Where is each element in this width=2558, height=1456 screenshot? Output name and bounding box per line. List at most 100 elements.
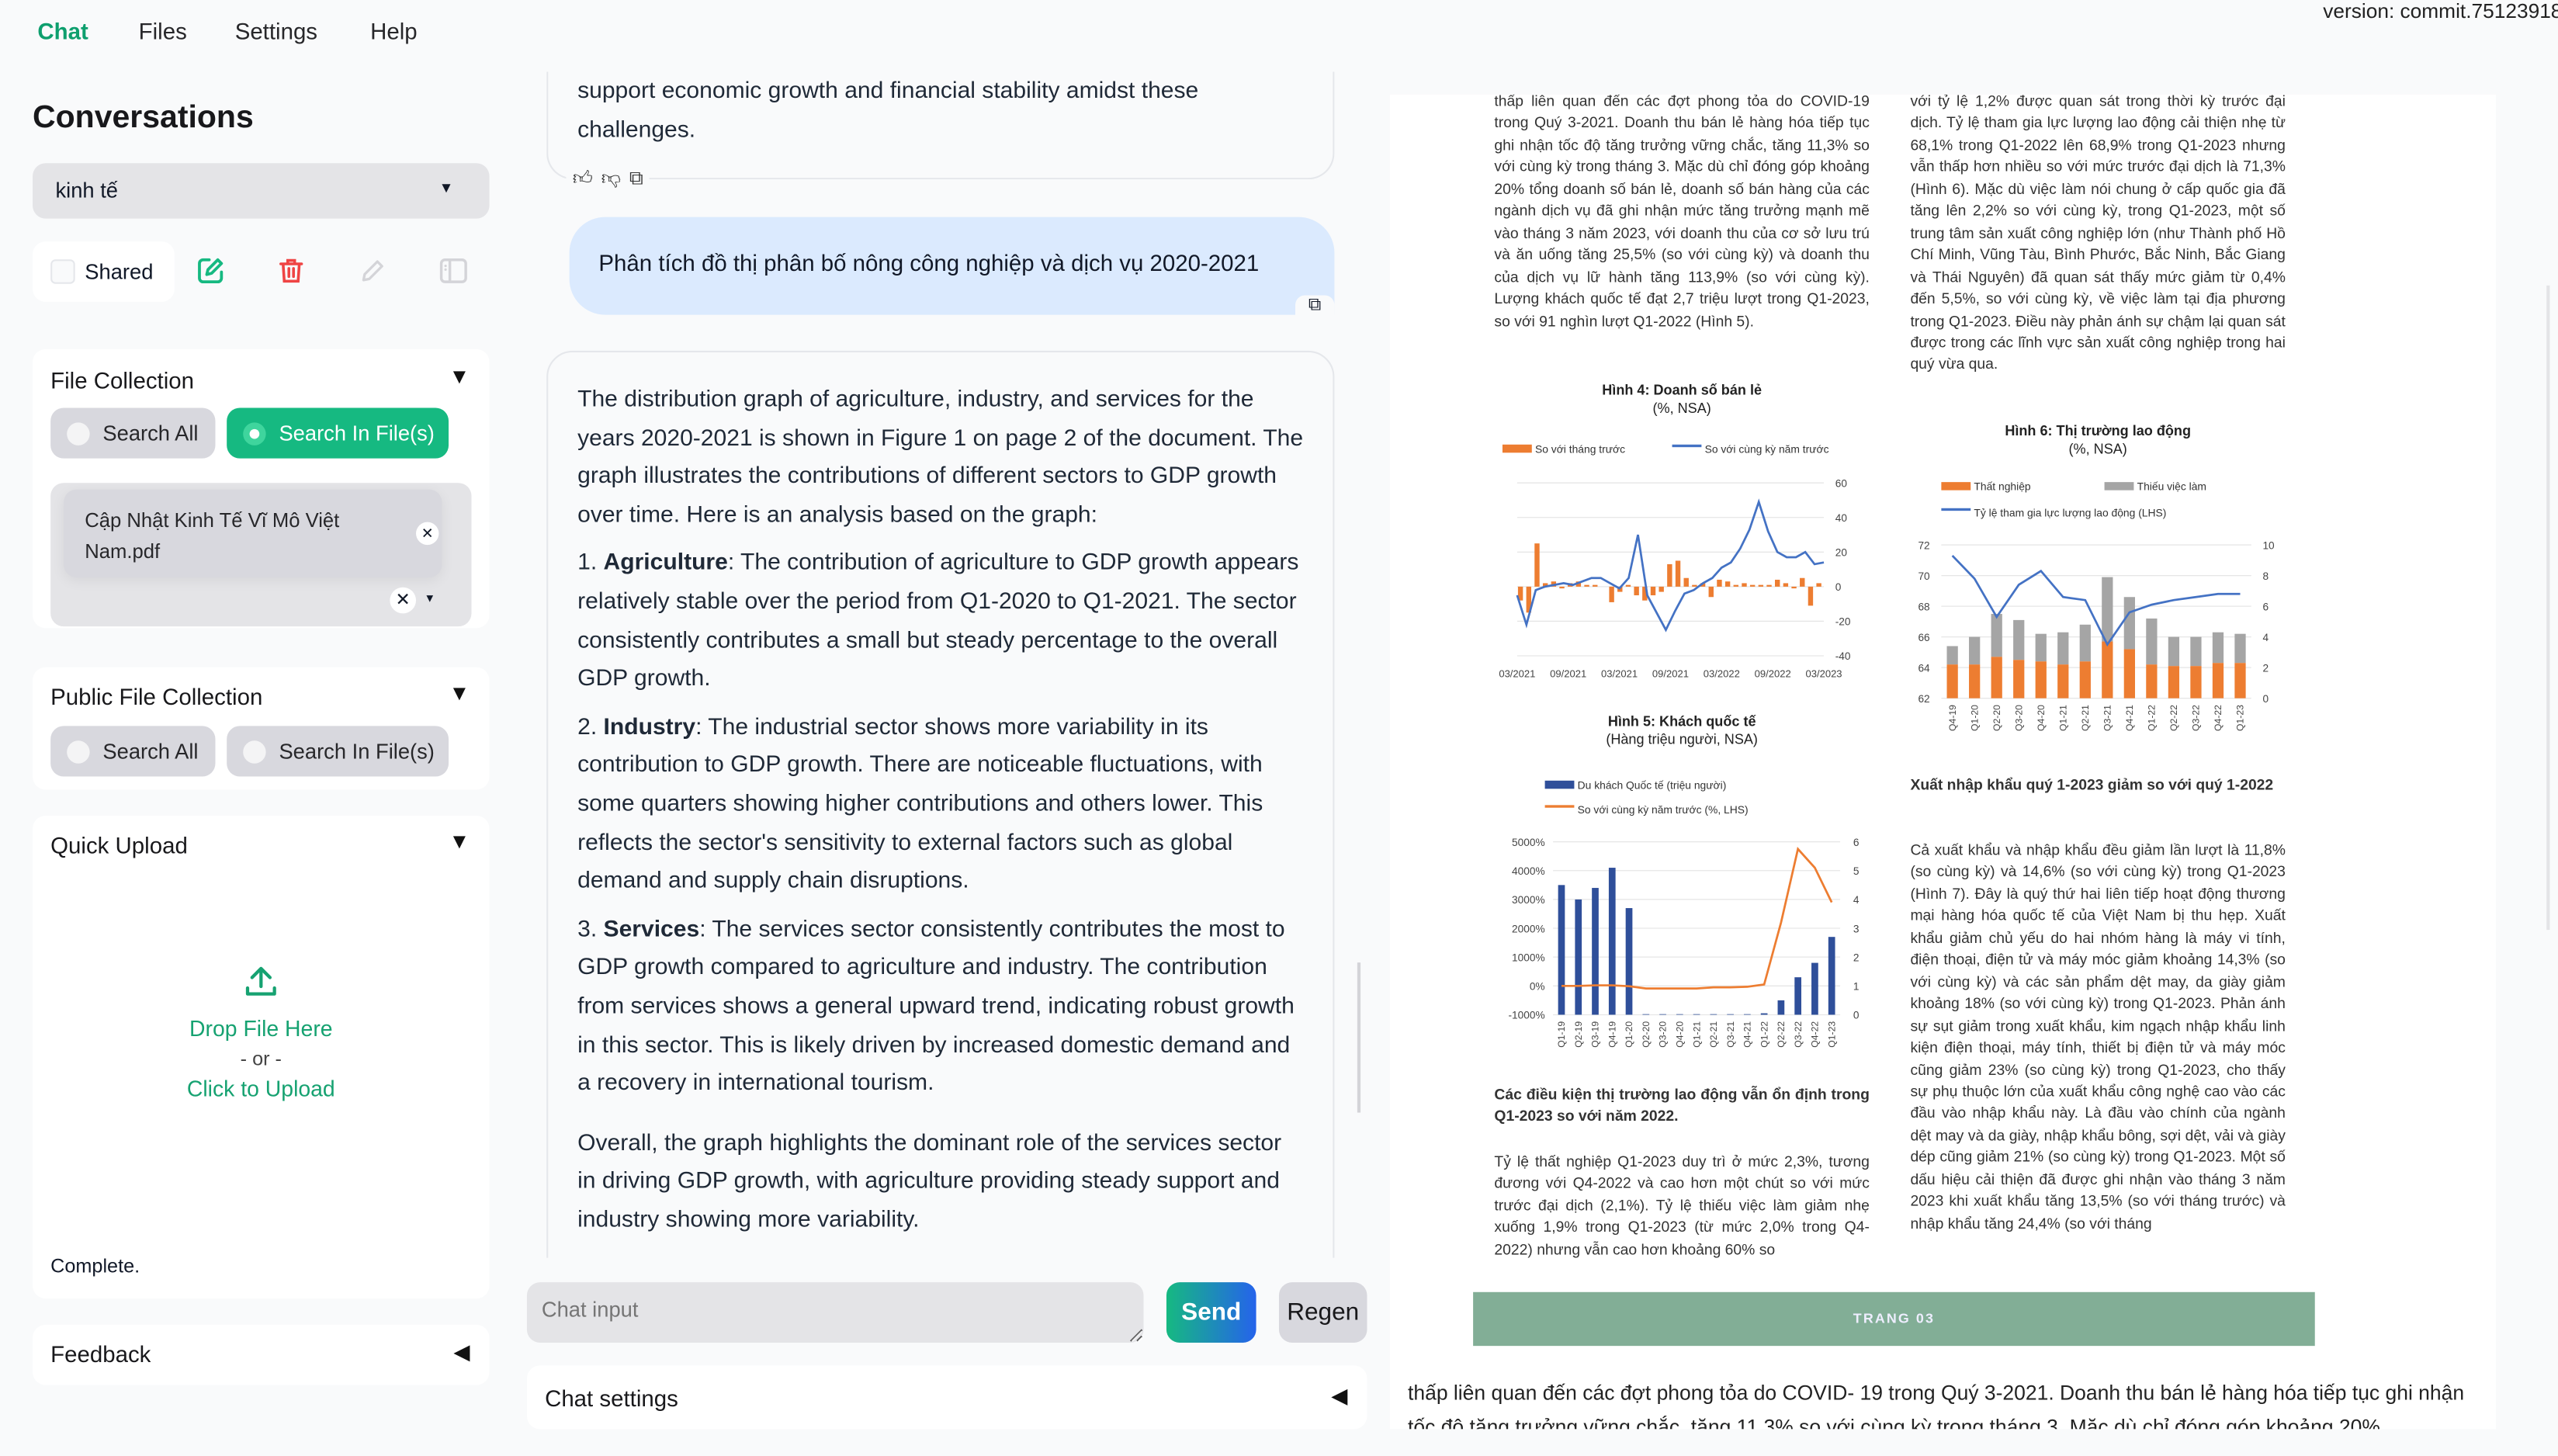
- collapse-triangle-icon[interactable]: ▼: [449, 363, 470, 389]
- send-button[interactable]: Send: [1166, 1282, 1256, 1343]
- conversation-select[interactable]: kinh tế ▼: [33, 163, 490, 219]
- click-to-upload-link[interactable]: Click to Upload: [186, 1076, 335, 1101]
- file-collection-panel: File Collection ▼ Search All Search In F…: [33, 348, 490, 629]
- bar: [1609, 586, 1614, 602]
- bot-point-services: 3. Services: The services sector consist…: [577, 911, 1303, 1104]
- message-text: challenges.: [577, 116, 696, 144]
- sidebar-toggle-icon[interactable]: [438, 256, 468, 286]
- tab-files[interactable]: Files: [138, 18, 187, 44]
- bar: [1800, 577, 1805, 587]
- copy-icon[interactable]: ⧉: [1295, 295, 1335, 325]
- bar-unemployment: [2079, 661, 2091, 699]
- chat-scrollbar[interactable]: [1357, 962, 1361, 1113]
- legend-label: So với tháng trước: [1535, 442, 1625, 455]
- bar: [1700, 583, 1706, 587]
- page-scrollbar[interactable]: [2546, 285, 2550, 931]
- bot-point-industry: 2. Industry: The industrial sector shows…: [577, 709, 1303, 902]
- bar: [1659, 1014, 1666, 1015]
- thumbs-up-icon[interactable]: 👍︎: [572, 166, 594, 189]
- bar-underemployment: [1969, 636, 1981, 665]
- page-footer: TRANG 03: [1473, 1291, 2315, 1347]
- public-file-collection-title: Public File Collection: [50, 683, 263, 710]
- axis-tick-label: Q1-21: [1691, 1021, 1702, 1048]
- public-file-collection-panel: Public File Collection ▼ Search All Sear…: [33, 667, 490, 790]
- series-line: [1561, 847, 1833, 990]
- or-text: - or -: [240, 1047, 282, 1070]
- document-viewer[interactable]: thấp liên quan đến các đợt phong tỏa do …: [1389, 94, 2497, 1430]
- bar: [1828, 937, 1835, 1015]
- axis-tick-label: 0%: [1530, 981, 1545, 993]
- collapse-triangle-icon[interactable]: ▼: [449, 828, 470, 854]
- legend-label: So với cùng kỳ năm trước (%, LHS): [1578, 803, 1749, 816]
- trash-icon[interactable]: [277, 256, 305, 286]
- copy-icon[interactable]: ⧉: [629, 166, 643, 189]
- chat-history[interactable]: support economic growth and financial st…: [527, 71, 1367, 1258]
- bar: [1727, 1014, 1734, 1015]
- message-text: support economic growth and financial st…: [577, 78, 1199, 105]
- figure-title: Hình 5: Khách quốc tế: [1607, 712, 1756, 730]
- axis-tick-label: 10: [2262, 539, 2275, 551]
- feedback-panel[interactable]: Feedback ◀: [33, 1324, 490, 1385]
- shared-checkbox[interactable]: [50, 259, 75, 284]
- axis-tick-label: 20: [1835, 547, 1848, 559]
- point-text: : The contribution of agriculture to GDP…: [577, 550, 1299, 692]
- axis-tick-label: 64: [1918, 662, 1930, 674]
- dropdown-arrow-icon[interactable]: ▼: [424, 594, 436, 605]
- file-multiselect[interactable]: Cập Nhật Kinh Tế Vĩ Mô Việt Nam.pdf ✕ ✕ …: [50, 483, 472, 627]
- axis-tick-label: 72: [1918, 539, 1929, 551]
- tab-settings[interactable]: Settings: [234, 18, 318, 44]
- figure-subtitle: (%, NSA): [2068, 440, 2127, 457]
- rename-pencil-icon[interactable]: [359, 256, 386, 286]
- bar: [1683, 577, 1689, 587]
- axis-tick-label: 6: [1853, 837, 1860, 848]
- shared-toggle[interactable]: Shared: [33, 241, 175, 302]
- bar: [1744, 1014, 1751, 1015]
- bar: [1625, 908, 1633, 1015]
- file-collection-title: File Collection: [50, 366, 195, 393]
- bar: [1593, 584, 1598, 587]
- regen-button[interactable]: Regen: [1278, 1282, 1367, 1343]
- new-conversation-icon[interactable]: [196, 256, 225, 286]
- legend-label: Tỷ lệ tham gia lực lượng lao động (LHS): [1974, 506, 2166, 518]
- point-text: : The industrial sector shows more varia…: [577, 714, 1263, 895]
- search-all-radio[interactable]: Search All: [50, 407, 216, 459]
- axis-tick-label: Q3-22: [2191, 705, 2202, 731]
- bar: [1592, 888, 1599, 1015]
- bar-unemployment: [2123, 649, 2135, 699]
- expand-triangle-icon[interactable]: ◀: [453, 1339, 470, 1364]
- point-number: 3.: [577, 916, 604, 943]
- upload-dropzone[interactable]: Drop File Here - or - Click to Upload: [33, 962, 490, 1142]
- axis-tick-label: 4000%: [1512, 865, 1545, 877]
- file-chip: Cập Nhật Kinh Tế Vĩ Mô Việt Nam.pdf ✕: [63, 489, 442, 578]
- figure-subtitle: (Hàng triệu người, NSA): [1606, 730, 1758, 747]
- version-label: version: commit.75123918: [2323, 0, 2558, 23]
- bar: [1811, 962, 1818, 1015]
- axis-tick-label: -1000%: [1509, 1010, 1545, 1021]
- chat-settings-panel[interactable]: Chat settings ◀: [526, 1365, 1367, 1430]
- chat-input[interactable]: [526, 1282, 1144, 1343]
- axis-tick-label: 2: [2262, 662, 2269, 674]
- bar: [1542, 583, 1548, 587]
- tab-help[interactable]: Help: [370, 18, 418, 44]
- quick-upload-panel: Quick Upload ▼ Drop File Here - or - Cli…: [33, 816, 490, 1299]
- axis-tick-label: 68: [1918, 601, 1929, 612]
- bar: [1717, 579, 1722, 587]
- remove-file-icon[interactable]: ✕: [416, 522, 439, 546]
- axis-tick-label: Q1-19: [1556, 1021, 1567, 1048]
- axis-tick-label: 03/2022: [1704, 667, 1740, 679]
- tab-chat[interactable]: Chat: [37, 18, 88, 44]
- radio-icon: [243, 740, 266, 763]
- expand-triangle-icon[interactable]: ◀: [1331, 1383, 1348, 1409]
- axis-tick-label: 40: [1835, 512, 1848, 524]
- bot-point-agriculture: 1. Agriculture: The contribution of agri…: [577, 546, 1303, 699]
- collapse-triangle-icon[interactable]: ▼: [449, 680, 470, 705]
- shared-label: Shared: [85, 259, 154, 284]
- bar: [1760, 1013, 1768, 1015]
- user-message-text: Phân tích đồ thị phân bố nông công nghiệ…: [598, 249, 1260, 276]
- axis-tick-label: 3000%: [1512, 894, 1545, 906]
- clear-all-icon[interactable]: ✕: [390, 587, 417, 614]
- search-in-files-radio[interactable]: Search In File(s): [227, 407, 449, 459]
- public-search-in-files-radio[interactable]: Search In File(s): [227, 726, 449, 777]
- thumbs-down-icon[interactable]: 👎︎: [601, 166, 622, 189]
- public-search-all-radio[interactable]: Search All: [50, 726, 216, 777]
